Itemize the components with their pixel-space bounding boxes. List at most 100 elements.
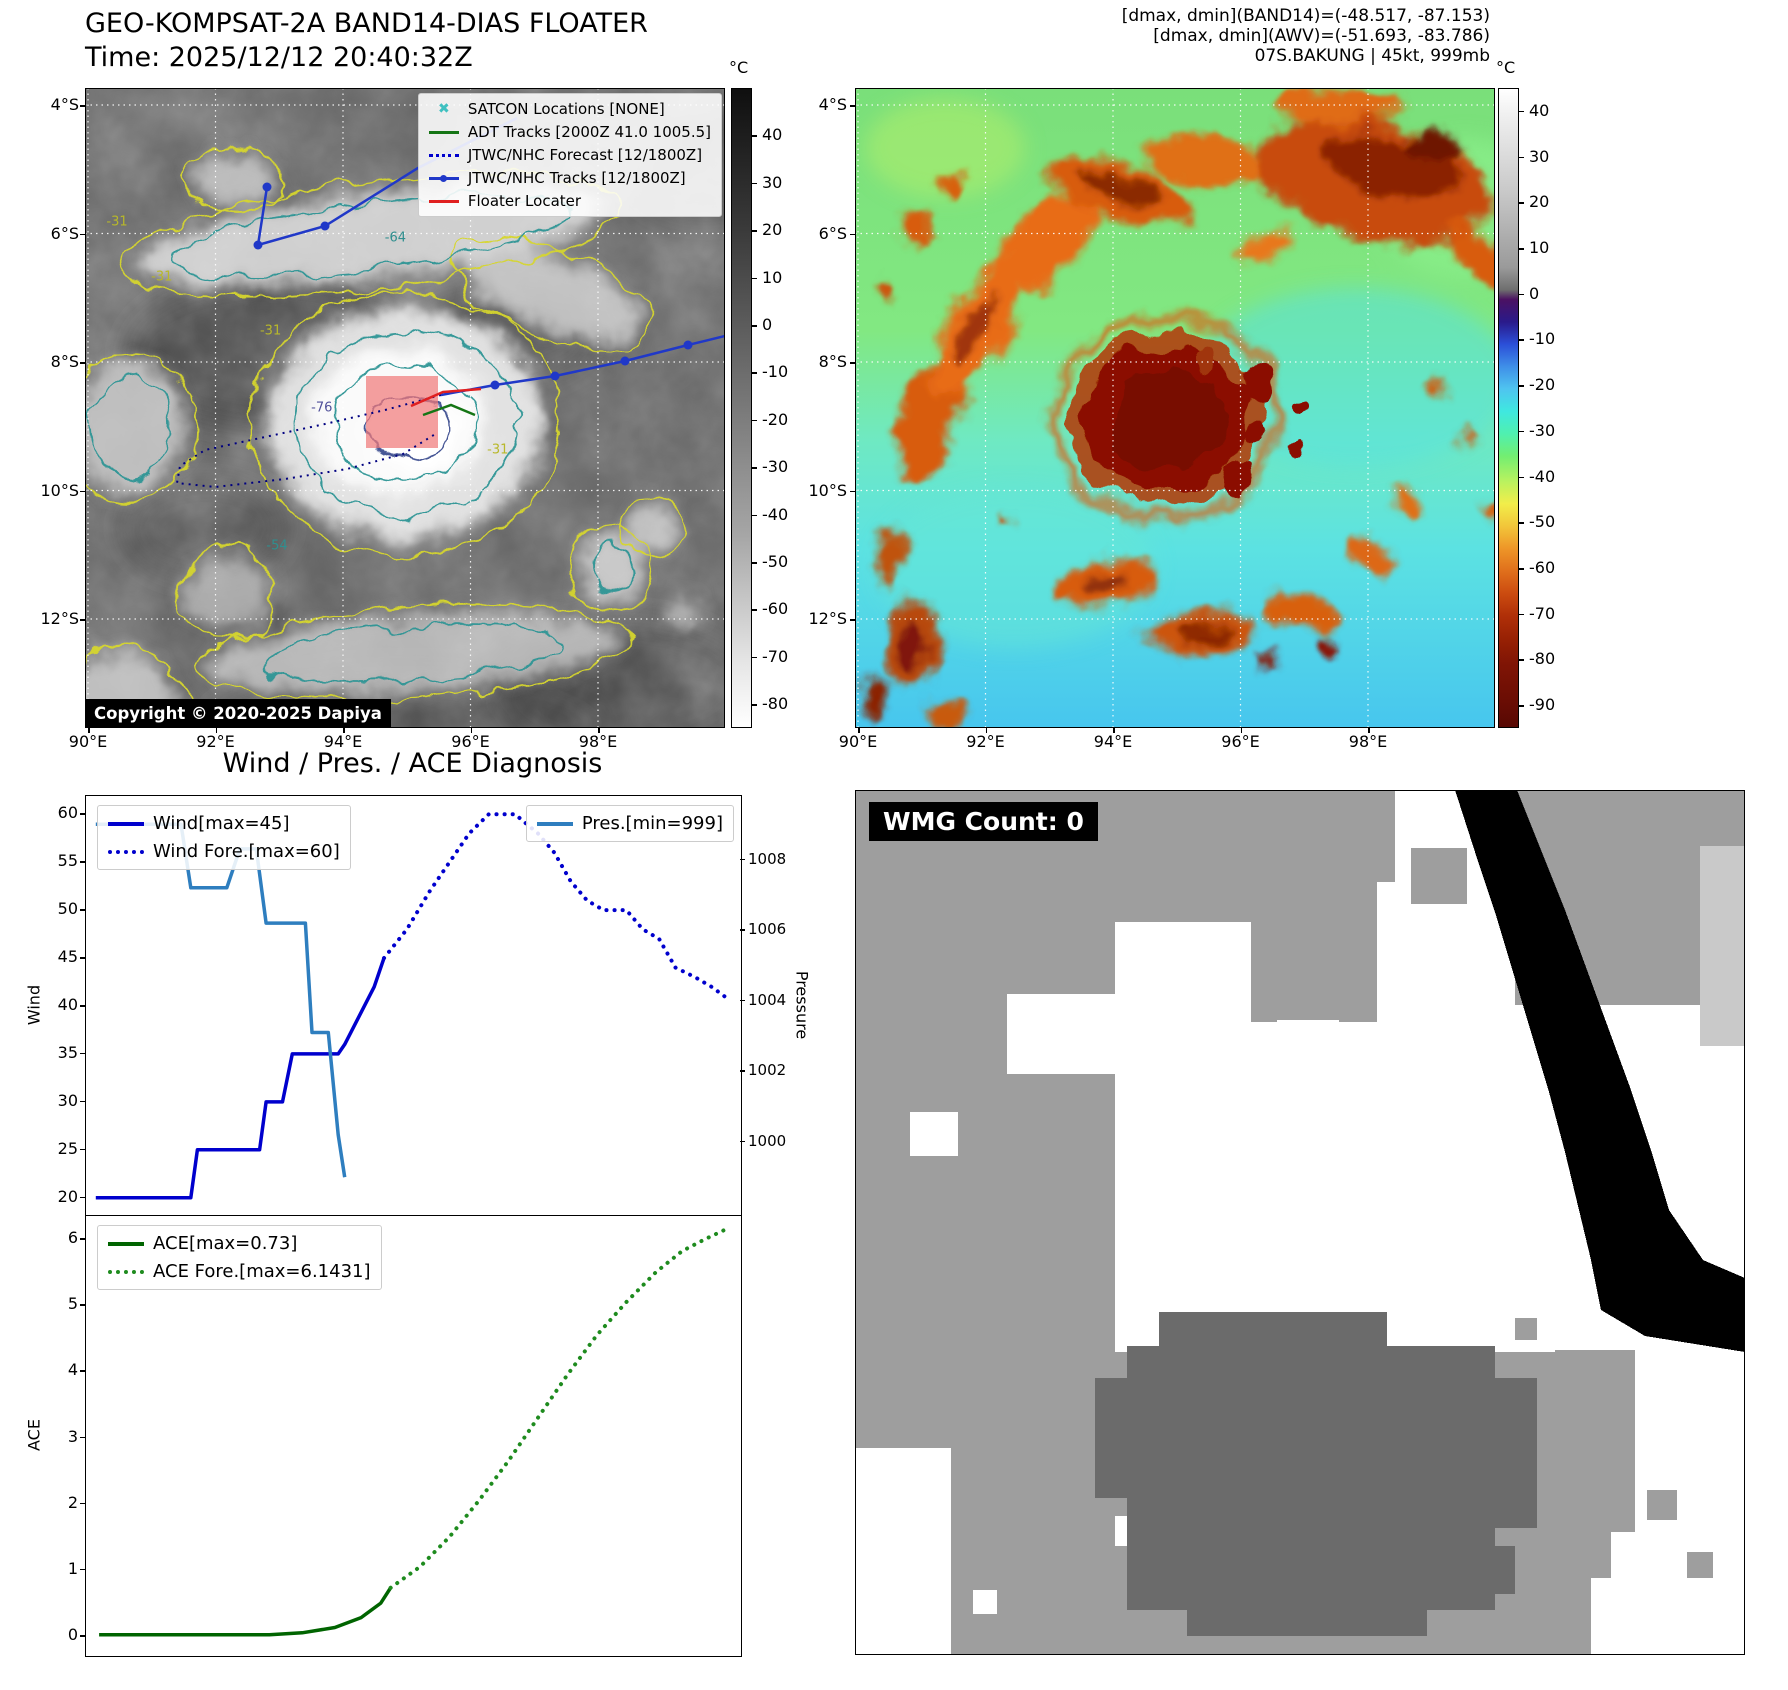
ace-tick-label: 4 [67,1360,78,1380]
map-y-tick-mark [80,490,85,492]
enhanced-colorbar-tick-label: -50 [1529,512,1556,532]
ace-tick-label: 1 [67,1558,78,1578]
map-x-tick-label: 94°E [323,732,363,751]
enhanced-colorbar-tick-mark [1519,705,1524,707]
map-x-tick-mark [88,728,90,733]
contour-label: -31 [259,323,282,339]
map-y-tick-mark [850,490,855,492]
solid-line-swatch [108,821,144,826]
wind-tick-mark [80,1005,85,1007]
enhanced-colorbar-tick-mark [1519,568,1524,570]
copyright-badge: Copyright © 2020-2025 Dapiya [85,699,391,728]
legend-entry: JTWC/NHC Forecast [12/1800Z] [428,145,711,165]
satellite-map-legend: ✖ SATCON Locations [NONE] ADT Tracks [2000… [417,93,722,217]
track-point-dot [439,174,447,182]
map-x-tick-mark [1368,728,1370,733]
dmax-dmin-awv: [dmax, dmin](AWV)=(-51.693, -83.786) [1153,26,1490,46]
map-y-tick-label: 4°S [50,95,79,114]
map-x-tick-mark [985,728,987,733]
enhanced-colorbar-tick-label: -90 [1529,695,1556,715]
map-x-tick-mark [343,728,345,733]
pressure-tick-mark [740,858,745,861]
contour-label: -64 [384,230,407,246]
enhanced-colorbar [1498,88,1519,728]
band14-colorbar-tick-mark [752,372,757,374]
map-y-tick-label: 4°S [818,95,847,114]
wind-tick-label: 50 [57,899,78,919]
enhanced-colorbar-tick-label: 40 [1529,100,1550,120]
enhanced-colorbar-tick-mark [1519,659,1524,661]
band14-colorbar-tick-mark [752,467,757,469]
adt-track-line [422,403,476,417]
legend-label: SATCON Locations [NONE] [467,100,665,118]
legend-entry: ✖ SATCON Locations [NONE] [429,99,711,119]
map-y-tick-mark [850,105,855,107]
ace-tick-mark [80,1370,85,1372]
contour-label: -76 [311,400,333,416]
wind-tick-label: 60 [57,803,78,823]
floater-locater-line [410,387,482,408]
enhanced-colorbar-tick-label: -80 [1529,649,1556,669]
enhanced-colorbar-tick-mark [1519,110,1524,113]
band14-colorbar-tick-mark [752,182,757,185]
map-x-tick-label: 92°E [196,732,235,751]
enhanced-colorbar-tick-mark [1519,476,1524,479]
enhanced-colorbar-tick-label: -30 [1529,420,1556,440]
pressure-tick-mark [740,999,745,1002]
map-y-tick-label: 10°S [40,480,79,500]
legend-entry: ACE Fore.[max=6.1431] [108,1259,371,1284]
wind-tick-mark [80,1148,85,1151]
enhanced-ir-image [855,88,1495,728]
floater-line-swatch [428,199,459,203]
legend-label: Wind[max=45] [153,813,290,834]
series-Pres.[min=999] [95,822,347,1178]
map-x-tick-label: 98°E [1348,732,1388,751]
series-ACE Fore.[max=6.1431] [388,1227,727,1590]
band14-colorbar-tick-label: -80 [762,694,789,714]
map-x-tick-mark [470,728,472,733]
wmg-white-holes [855,922,1515,1655]
pressure-tick-label: 1002 [748,1061,787,1080]
enhanced-colorbar-tick-mark [1519,385,1524,387]
enhanced-colorbar-tick-mark [1519,522,1524,524]
map-y-tick-mark [80,619,85,621]
enhanced-colorbar-tick-label: 10 [1529,238,1550,257]
map-y-tick-label: 8°S [50,352,79,371]
band14-colorbar-tick-mark [752,135,757,137]
floater-region-box [366,376,438,448]
map-x-tick-mark [858,728,860,733]
band14-colorbar-tick-label: -30 [762,457,789,477]
map-y-tick-mark [850,362,855,364]
wind-tick-mark [80,957,85,959]
map-x-tick-label: 90°E [838,732,878,751]
pressure-tick-label: 1000 [748,1131,787,1150]
pressure-tick-mark [740,929,745,931]
map-x-tick-label: 92°E [966,732,1005,751]
map-x-tick-mark [215,728,217,733]
band14-colorbar-tick-mark [752,514,757,517]
legend-entry: Pres.[min=999] [536,811,723,836]
temperature-contours [85,147,682,728]
ace-tick-label: 0 [67,1625,78,1645]
band14-colorbar [731,88,752,728]
contour-label: -31 [106,214,128,230]
enhanced-colorbar-tick-mark [1519,430,1524,433]
pressure-tick-mark [740,1070,745,1072]
series-Wind[max=45] [95,957,386,1200]
wind-tick-mark [80,813,85,815]
band14-colorbar-tick-mark [752,704,757,706]
wmg-black-band [1455,790,1745,1352]
enhanced-colorbar-unit: °C [1496,58,1516,77]
wind-tick-mark [80,1052,85,1055]
adt-line-swatch [428,130,459,134]
map-y-tick-mark [850,619,855,621]
wind-tick-label: 25 [57,1138,78,1158]
map-x-tick-label: 94°E [1093,732,1133,751]
wind-pressure-plot-area [95,812,727,1200]
enhanced-colorbar-tick-mark [1519,293,1524,296]
ace-tick-mark [80,1304,85,1306]
wind-tick-label: 45 [57,947,78,967]
band14-colorbar-tick-label: 30 [762,172,783,192]
legend-entry: JTWC/NHC Tracks [12/1800Z] [428,168,711,188]
